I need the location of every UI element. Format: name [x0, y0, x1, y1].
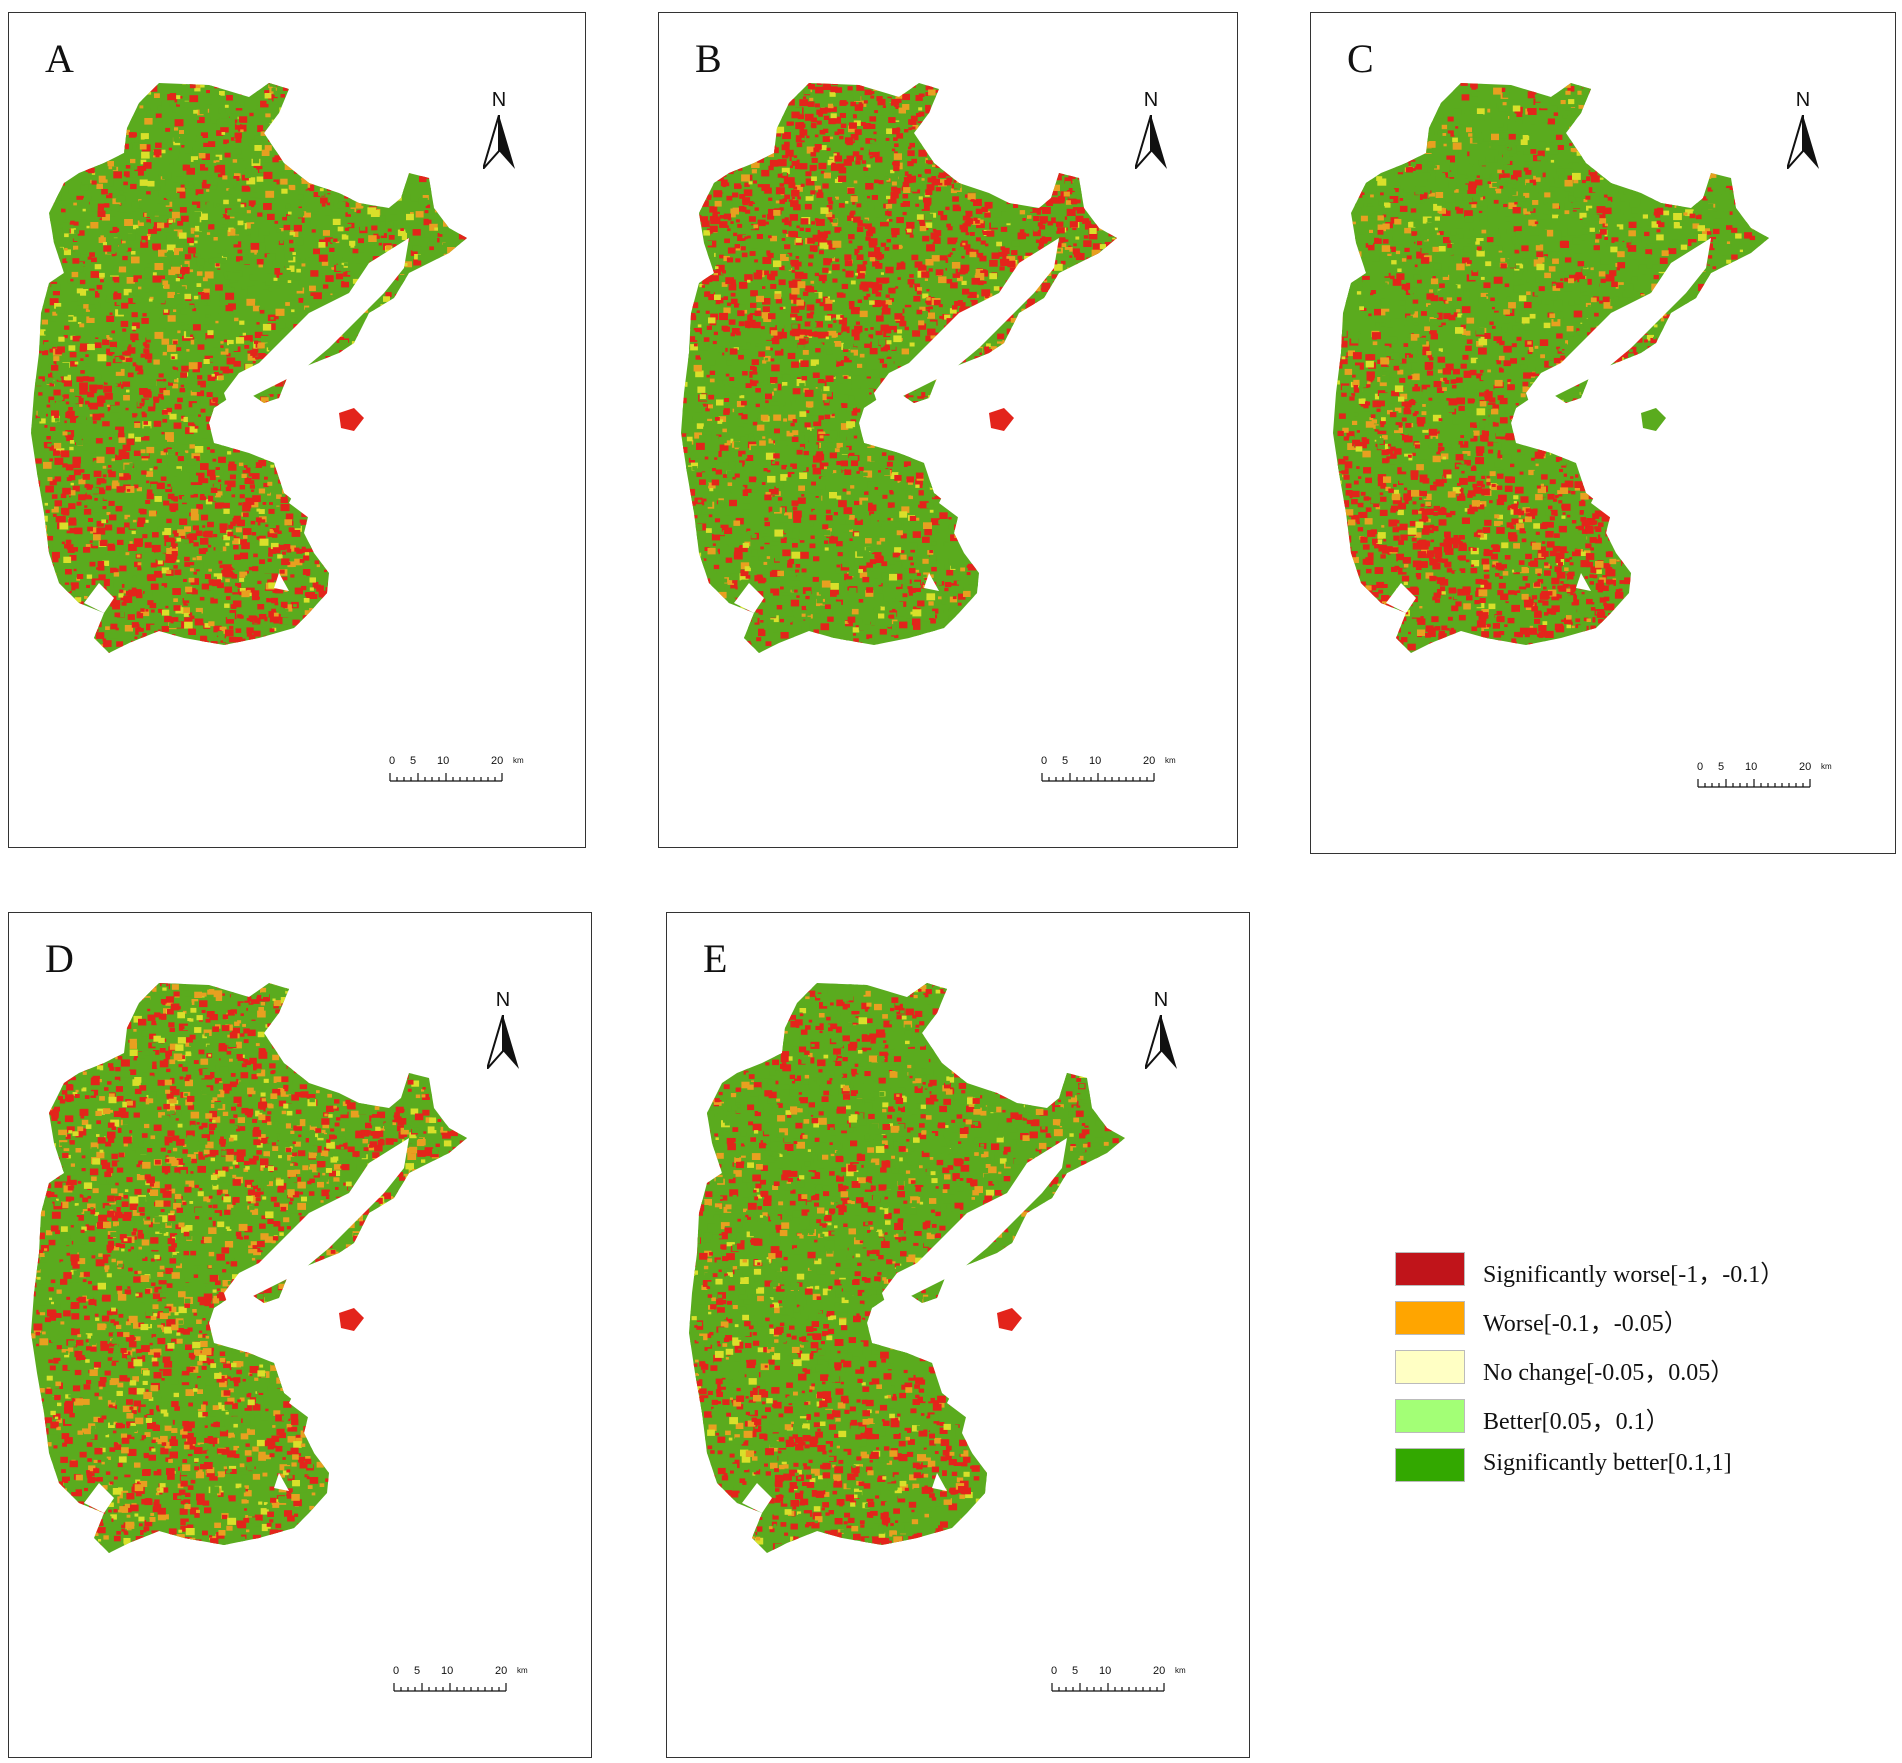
- scale-tick-label: 0: [393, 1665, 399, 1677]
- scale-bar: 0 5 10 20 km: [393, 1665, 533, 1705]
- scale-tick-label: 5: [1718, 761, 1724, 773]
- scale-unit: km: [517, 1666, 528, 1675]
- north-arrow-icon: [487, 1015, 519, 1069]
- panel-label: E: [703, 935, 727, 982]
- scale-bar: 0 5 10 20 km: [1051, 1665, 1191, 1705]
- scale-unit: km: [1175, 1666, 1186, 1675]
- scale-line: [1041, 773, 1155, 782]
- north-letter: N: [481, 989, 525, 1012]
- scale-tick-label: 20: [495, 1665, 507, 1677]
- island: [1641, 408, 1666, 431]
- region-map: [681, 83, 1117, 653]
- north-letter: N: [1139, 989, 1183, 1012]
- north-arrow-icon: [1135, 115, 1167, 169]
- scale-tick-label: 0: [389, 755, 395, 767]
- scale-tick-label: 10: [437, 755, 449, 767]
- water-inlet: [84, 238, 409, 613]
- scale-line: [1051, 1683, 1165, 1692]
- scale-tick-label: 5: [1072, 1665, 1078, 1677]
- scale-tick-label: 10: [441, 1665, 453, 1677]
- water-inlet: [742, 1138, 1067, 1513]
- map-panel-d: D N 0 5 10 20 km: [8, 912, 592, 1758]
- scale-tick-label: 20: [491, 755, 503, 767]
- legend-label: No change[-0.05，0.05）: [1483, 1352, 1734, 1387]
- legend-item: Significantly worse[-1，-0.1）: [1395, 1252, 1855, 1289]
- water-inlet: [84, 1138, 409, 1513]
- scale-tick-label: 10: [1089, 755, 1101, 767]
- legend-label: Significantly worse[-1，-0.1）: [1483, 1254, 1784, 1289]
- legend-swatch: [1395, 1399, 1465, 1433]
- legend-swatch: [1395, 1448, 1465, 1482]
- panel-label: C: [1347, 35, 1374, 82]
- scale-tick-label: 20: [1153, 1665, 1165, 1677]
- north-arrow-icon: [1145, 1015, 1177, 1069]
- region-map: [689, 983, 1125, 1553]
- north-arrow: N: [477, 89, 521, 169]
- north-arrow: N: [1781, 89, 1825, 169]
- scale-tick-label: 5: [414, 1665, 420, 1677]
- legend-label: Significantly better[0.1,1]: [1483, 1450, 1732, 1477]
- region-map: [31, 983, 467, 1553]
- water-inlet: [1386, 238, 1711, 613]
- island: [339, 1308, 364, 1331]
- panel-label: D: [45, 935, 74, 982]
- scale-line: [1697, 779, 1811, 788]
- scale-bar: 0 5 10 20 km: [1697, 761, 1837, 801]
- water-inlet: [734, 238, 1059, 613]
- legend-label: Worse[-0.1，-0.05）: [1483, 1303, 1688, 1338]
- island: [997, 1308, 1022, 1331]
- region-map: [31, 83, 467, 653]
- scale-tick-label: 5: [410, 755, 416, 767]
- scale-line: [389, 773, 503, 782]
- scale-bar: 0 5 10 20 km: [389, 755, 529, 795]
- map-panel-c: C N 0 5 10 20 km: [1310, 12, 1896, 854]
- north-arrow-icon: [1787, 115, 1819, 169]
- legend-item: Worse[-0.1，-0.05）: [1395, 1301, 1855, 1338]
- island: [989, 408, 1014, 431]
- scale-tick-label: 10: [1745, 761, 1757, 773]
- north-letter: N: [1781, 89, 1825, 112]
- legend-item: Better[0.05，0.1）: [1395, 1399, 1855, 1436]
- scale-tick-label: 20: [1143, 755, 1155, 767]
- scale-unit: km: [1165, 756, 1176, 765]
- north-arrow: N: [1129, 89, 1173, 169]
- north-letter: N: [1129, 89, 1173, 112]
- map-panel-b: B N 0 5 10 20 km: [658, 12, 1238, 848]
- north-arrow-icon: [483, 115, 515, 169]
- island: [339, 408, 364, 431]
- scale-unit: km: [513, 756, 524, 765]
- north-letter: N: [477, 89, 521, 112]
- scale-tick-label: 0: [1051, 1665, 1057, 1677]
- scale-line: [393, 1683, 507, 1692]
- scale-tick-label: 10: [1099, 1665, 1111, 1677]
- panel-label: A: [45, 35, 74, 82]
- legend-swatch: [1395, 1350, 1465, 1384]
- map-panel-a: A N 0 5 10 20 km: [8, 12, 586, 848]
- scale-tick-label: 5: [1062, 755, 1068, 767]
- region-map: [1333, 83, 1769, 653]
- legend-swatch: [1395, 1301, 1465, 1335]
- scale-tick-label: 0: [1041, 755, 1047, 767]
- panel-label: B: [695, 35, 722, 82]
- legend-item: Significantly better[0.1,1]: [1395, 1448, 1855, 1482]
- scale-tick-label: 20: [1799, 761, 1811, 773]
- legend: Significantly worse[-1，-0.1） Worse[-0.1，…: [1395, 1252, 1855, 1497]
- legend-swatch: [1395, 1252, 1465, 1286]
- north-arrow: N: [481, 989, 525, 1069]
- scale-bar: 0 5 10 20 km: [1041, 755, 1181, 795]
- legend-label: Better[0.05，0.1）: [1483, 1401, 1670, 1436]
- legend-item: No change[-0.05，0.05）: [1395, 1350, 1855, 1387]
- map-panel-e: E N 0 5 10 20 km: [666, 912, 1250, 1758]
- north-arrow: N: [1139, 989, 1183, 1069]
- scale-tick-label: 0: [1697, 761, 1703, 773]
- scale-unit: km: [1821, 762, 1832, 771]
